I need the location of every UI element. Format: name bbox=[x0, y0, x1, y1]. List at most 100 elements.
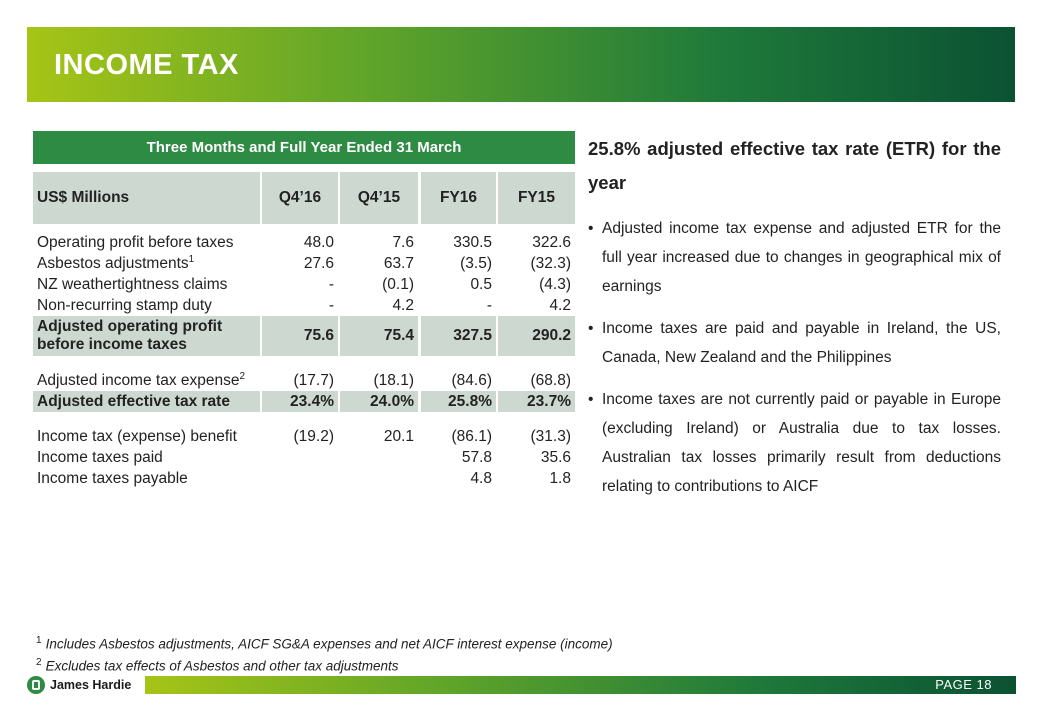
row-label-text: Adjusted income tax expense bbox=[37, 371, 240, 389]
cell-value: (19.2) bbox=[293, 427, 335, 445]
income-tax-table: Three Months and Full Year Ended 31 Marc… bbox=[33, 131, 575, 489]
cell-value bbox=[260, 468, 338, 489]
row-label-text: Adjusted effective tax rate bbox=[37, 392, 230, 410]
cell-value: (68.8) bbox=[530, 371, 572, 389]
cell-value: 48.0 bbox=[303, 233, 334, 251]
row-label: Income taxes payable bbox=[33, 468, 260, 489]
cell-value: 23.4% bbox=[260, 391, 338, 412]
bullet-dot-icon: • bbox=[588, 320, 594, 337]
cell-value: 7.6 bbox=[392, 233, 414, 251]
cell-value: (31.3) bbox=[530, 427, 572, 445]
row-label-text: Income taxes paid bbox=[37, 448, 163, 466]
logo-mark-icon bbox=[27, 676, 45, 694]
commentary-headline: 25.8% adjusted effective tax rate (ETR) … bbox=[588, 138, 1001, 193]
company-logo: James Hardie bbox=[27, 675, 131, 695]
cell-value bbox=[338, 447, 418, 468]
table-row: Income taxes paid 57.8 35.6 bbox=[33, 447, 575, 468]
row-label-text: Asbestos adjustments bbox=[37, 254, 189, 272]
commentary-panel: 25.8% adjusted effective tax rate (ETR) … bbox=[588, 132, 1001, 514]
footnote-mark: 1 bbox=[36, 635, 42, 646]
row-label-text: Income tax (expense) benefit bbox=[37, 427, 237, 445]
logo-text: James Hardie bbox=[50, 678, 132, 692]
table-row: Adjusted income tax expense2 (17.7) (18.… bbox=[33, 370, 575, 391]
cell-value: 327.5 bbox=[418, 316, 496, 356]
cell-value: (3.5) bbox=[460, 254, 492, 272]
cell-value: 4.2 bbox=[549, 296, 571, 314]
row-label: NZ weathertightness claims bbox=[33, 274, 260, 295]
header-q4-16: Q4’16 bbox=[260, 164, 338, 224]
row-label-line1: Adjusted operating profit bbox=[37, 318, 223, 335]
cell-value: (32.3) bbox=[530, 254, 572, 272]
row-label: Income taxes paid bbox=[33, 447, 260, 468]
title-banner: INCOME TAX bbox=[27, 27, 1015, 102]
footnote-text: Includes Asbestos adjustments, AICF SG&A… bbox=[45, 636, 613, 652]
table-row: Asbestos adjustments1 27.6 63.7 (3.5) (3… bbox=[33, 253, 575, 274]
footnote-ref: 1 bbox=[188, 253, 195, 265]
page-number: PAGE 18 bbox=[935, 677, 992, 692]
cell-value: (0.1) bbox=[382, 275, 414, 293]
table-row: Income taxes payable 4.8 1.8 bbox=[33, 468, 575, 489]
footer-bar: PAGE 18 bbox=[145, 676, 1016, 694]
cell-value bbox=[260, 447, 338, 468]
table-caption: Three Months and Full Year Ended 31 Marc… bbox=[33, 131, 575, 164]
row-label-text: Non-recurring stamp duty bbox=[37, 296, 212, 314]
header-label: US$ Millions bbox=[33, 164, 260, 224]
cell-value: 63.7 bbox=[383, 254, 414, 272]
data-table: US$ Millions Q4’16 Q4’15 FY16 FY15 Opera… bbox=[33, 164, 575, 489]
commentary-bullets: • Adjusted income tax expense and adjuste… bbox=[588, 214, 1001, 501]
cell-value: 35.6 bbox=[540, 448, 571, 466]
table-row: Operating profit before taxes 48.0 7.6 3… bbox=[33, 224, 575, 253]
bullet-item: • Income taxes are not currently paid or … bbox=[588, 385, 1001, 501]
bullet-text: Income taxes are not currently paid or p… bbox=[602, 391, 1001, 495]
table-row: Income tax (expense) benefit (19.2) 20.1… bbox=[33, 426, 575, 447]
row-label: Non-recurring stamp duty bbox=[33, 295, 260, 316]
table-row-highlighted: Adjusted operating profit before income t… bbox=[33, 316, 575, 356]
row-label: Adjusted effective tax rate bbox=[33, 391, 260, 412]
cell-value: 290.2 bbox=[496, 316, 575, 356]
row-label: Operating profit before taxes bbox=[33, 224, 260, 253]
cell-value: 4.2 bbox=[392, 296, 414, 314]
cell-value: 27.6 bbox=[303, 254, 334, 272]
table-row-highlighted: Adjusted effective tax rate 23.4% 24.0% … bbox=[33, 391, 575, 412]
header-fy15: FY15 bbox=[496, 164, 575, 224]
row-label-text: Income taxes payable bbox=[37, 469, 188, 487]
row-label: Asbestos adjustments1 bbox=[33, 253, 260, 274]
table-spacer bbox=[33, 412, 575, 426]
cell-value: (84.6) bbox=[451, 371, 493, 389]
cell-value: 322.6 bbox=[532, 233, 571, 251]
cell-value: 24.0% bbox=[338, 391, 418, 412]
row-label-line2: before income taxes bbox=[37, 336, 187, 353]
page-title: INCOME TAX bbox=[54, 49, 239, 81]
cell-value: - bbox=[328, 296, 334, 314]
header-q4-15: Q4’15 bbox=[338, 164, 418, 224]
footnote-text: Excludes tax effects of Asbestos and oth… bbox=[45, 658, 399, 673]
bullet-text: Income taxes are paid and payable in Ire… bbox=[602, 320, 1001, 366]
bullet-dot-icon: • bbox=[588, 220, 594, 237]
cell-value: 4.8 bbox=[470, 469, 492, 487]
cell-value: (18.1) bbox=[373, 371, 415, 389]
bullet-text: Adjusted income tax expense and adjusted… bbox=[602, 220, 1001, 295]
bullet-item: • Income taxes are paid and payable in Ir… bbox=[588, 314, 1001, 372]
cell-value: 330.5 bbox=[453, 233, 492, 251]
cell-value: 23.7% bbox=[496, 391, 575, 412]
footnote-mark: 2 bbox=[36, 656, 42, 668]
cell-value: 1.8 bbox=[549, 469, 571, 487]
header-fy16: FY16 bbox=[418, 164, 496, 224]
table-spacer bbox=[33, 356, 575, 370]
cell-value: 0.5 bbox=[470, 275, 492, 293]
row-label-text: NZ weathertightness claims bbox=[37, 275, 228, 293]
row-label: Income tax (expense) benefit bbox=[33, 426, 260, 447]
footnote: 2 Excludes tax effects of Asbestos and ot… bbox=[36, 654, 613, 676]
row-label-text: Operating profit before taxes bbox=[37, 233, 234, 251]
cell-value: 25.8% bbox=[418, 391, 496, 412]
footnote-ref: 2 bbox=[239, 370, 246, 382]
row-label: Adjusted income tax expense2 bbox=[33, 370, 260, 391]
table-row: NZ weathertightness claims - (0.1) 0.5 (… bbox=[33, 274, 575, 295]
cell-value: (86.1) bbox=[451, 427, 493, 445]
footnotes: 1 Includes Asbestos adjustments, AICF SG&… bbox=[36, 632, 613, 675]
bullet-item: • Adjusted income tax expense and adjuste… bbox=[588, 214, 1001, 301]
cell-value: 20.1 bbox=[383, 427, 414, 445]
cell-value bbox=[338, 468, 418, 489]
cell-value: - bbox=[328, 275, 334, 293]
cell-value: 75.6 bbox=[260, 316, 338, 356]
